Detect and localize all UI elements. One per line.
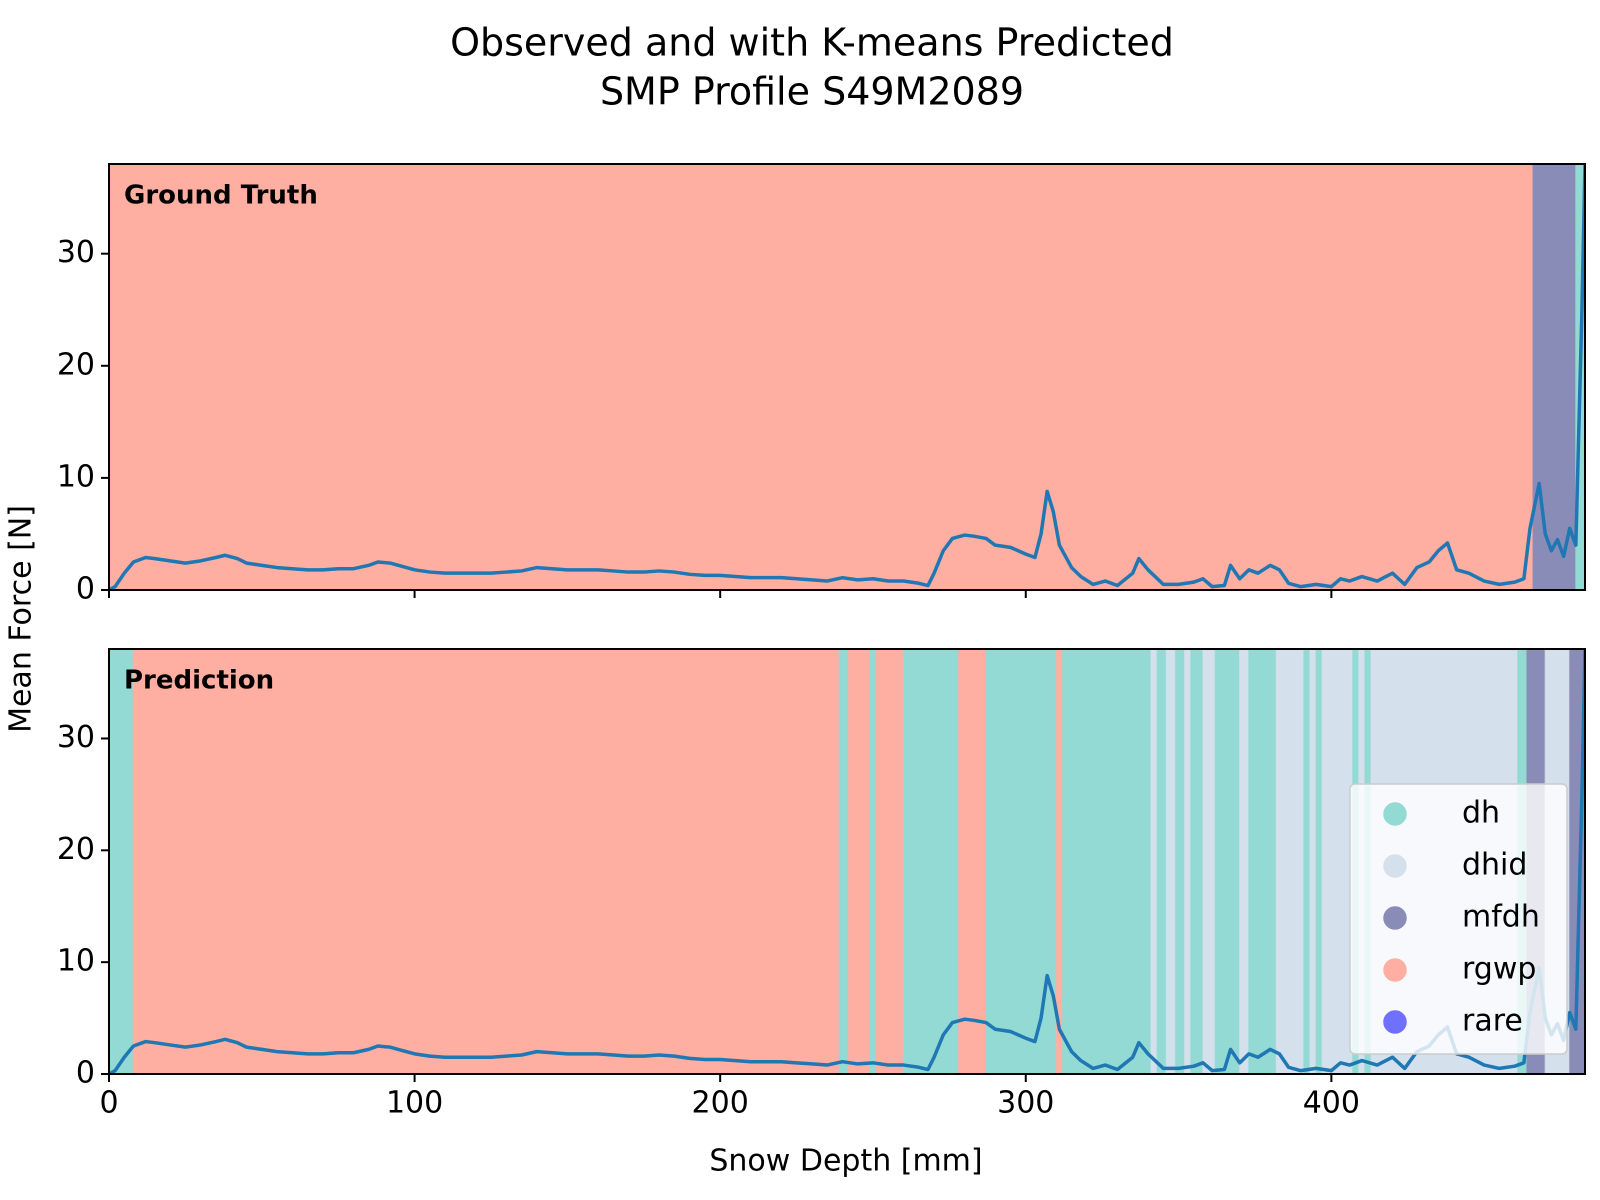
class-span (985, 649, 1058, 1074)
class-span (1150, 649, 1158, 1074)
class-span (1214, 649, 1241, 1074)
class-span (1275, 649, 1305, 1074)
class-span (1183, 649, 1192, 1074)
y-axis-label: Mean Force [N] (4, 505, 39, 733)
legend-label: dh (1462, 796, 1500, 831)
force-line (109, 164, 1585, 590)
class-span (1165, 649, 1177, 1074)
class-span (1061, 649, 1152, 1074)
force-line (109, 649, 1585, 1074)
legend-label: dhid (1462, 848, 1527, 883)
x-tick-label: 400 (1303, 1086, 1360, 1121)
panel-label: Ground Truth (124, 181, 318, 211)
class-span (1190, 649, 1204, 1074)
class-span (1532, 164, 1577, 590)
class-span (1303, 649, 1311, 1074)
y-tick-label: 10 (57, 944, 95, 979)
class-span (1321, 649, 1354, 1074)
y-tick-label: 20 (57, 832, 95, 867)
class-span (1238, 649, 1250, 1074)
class-span (902, 649, 960, 1074)
legend-label: rgwp (1462, 952, 1536, 987)
legend-marker (1383, 1010, 1407, 1034)
axes-frame (108, 648, 1586, 1075)
legend-marker (1383, 854, 1407, 878)
legend-label: rare (1462, 1004, 1523, 1039)
axes-frame (108, 163, 1586, 591)
chart-title: Observed and with K-means Predicted (450, 21, 1174, 65)
legend-marker (1383, 958, 1407, 982)
class-span (957, 649, 987, 1074)
class-span (109, 164, 1534, 590)
y-tick-label: 30 (57, 235, 95, 270)
y-tick-label: 0 (76, 572, 95, 607)
x-axis-label: Snow Depth [mm] (709, 1144, 982, 1179)
legend-marker (1383, 802, 1407, 826)
legend-marker (1383, 906, 1407, 930)
x-tick-label: 100 (386, 1086, 443, 1121)
class-span (1156, 649, 1168, 1074)
class-span (1315, 649, 1323, 1074)
class-span (838, 649, 850, 1074)
legend-label: mfdh (1462, 900, 1540, 935)
x-tick-label: 200 (692, 1086, 749, 1121)
legend-box (1349, 783, 1568, 1055)
class-span (847, 649, 871, 1074)
x-tick-label: 300 (997, 1086, 1054, 1121)
plot-area (109, 164, 1585, 590)
class-span (1174, 649, 1186, 1074)
class-span (1248, 649, 1278, 1074)
class-span (1309, 649, 1317, 1074)
class-span (132, 649, 841, 1074)
y-tick-label: 0 (76, 1056, 95, 1091)
y-tick-label: 30 (57, 720, 95, 755)
class-span (875, 649, 905, 1074)
class-span (1202, 649, 1216, 1074)
chart-subtitle: SMP Profile S49M2089 (600, 70, 1024, 114)
class-span (109, 649, 135, 1074)
x-tick-label: 0 (99, 1086, 118, 1121)
class-span (869, 649, 877, 1074)
y-tick-label: 20 (57, 347, 95, 382)
y-tick-label: 10 (57, 459, 95, 494)
panel-label: Prediction (124, 666, 274, 696)
